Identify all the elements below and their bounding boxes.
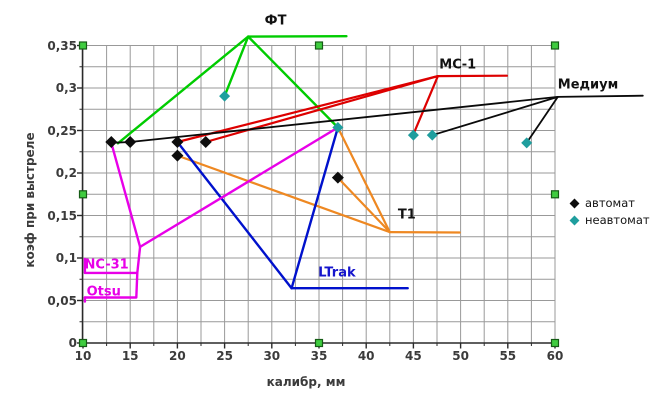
x-tick-label: 45: [405, 349, 422, 363]
series-line-ms1: [412, 74, 439, 136]
legend-label: неавтомат: [585, 212, 650, 227]
data-point-neavtomat: [407, 129, 419, 141]
selection-handle[interactable]: [314, 338, 324, 348]
x-tick-label: 35: [310, 349, 328, 363]
y-tick-label: 0,3: [55, 81, 77, 95]
data-point-avtomat: [105, 135, 118, 148]
series-line-nc31: [110, 141, 142, 249]
series-label-medium: Медиум: [557, 77, 619, 93]
y-tick-label: 0,2: [55, 166, 77, 180]
series-label-ms1: МС-1: [439, 57, 477, 73]
x-axis-title: калибр, мм: [266, 375, 346, 389]
legend-marker-diamond-icon: [569, 198, 580, 209]
y-tick-label: 0: [68, 336, 77, 350]
series-line-medium: [556, 94, 644, 98]
series-label-ltrak: LTrak: [318, 265, 356, 281]
data-point-avtomat: [171, 149, 184, 162]
legend-marker-diamond-icon: [569, 215, 580, 226]
legend-item-neavtomat[interactable]: неавтомат: [569, 212, 650, 229]
data-point-avtomat: [331, 171, 344, 184]
data-point-avtomat: [124, 135, 137, 148]
selection-handle[interactable]: [78, 190, 88, 199]
series-line-ft: [223, 35, 250, 98]
x-tick-label: 25: [216, 349, 233, 363]
series-line-nc31: [138, 126, 340, 249]
x-tick-label: 50: [452, 349, 469, 363]
series-line-t1: [336, 176, 391, 234]
x-tick-label: 55: [499, 349, 517, 363]
x-tick-label: 15: [121, 349, 139, 363]
x-tick-label: 40: [357, 349, 375, 363]
selection-handle[interactable]: [78, 41, 88, 50]
series-label-nc31: NC-31: [84, 257, 129, 273]
series-line-t1: [336, 126, 391, 234]
series-label-otsu: Otsu: [86, 284, 121, 300]
selection-handle[interactable]: [550, 41, 560, 50]
y-tick-label: 0,1: [55, 251, 77, 265]
legend-item-avtomat[interactable]: автомат: [569, 195, 650, 212]
y-tick-label: 0,15: [47, 208, 77, 223]
y-tick-label: 0,05: [47, 293, 77, 308]
series-line-otsu: [83, 271, 139, 299]
x-tick-label: 20: [169, 349, 186, 363]
series-line-ft: [246, 35, 340, 129]
selection-handle[interactable]: [550, 338, 560, 348]
series-label-ft: ФТ: [264, 13, 287, 29]
selection-handle[interactable]: [314, 41, 324, 50]
data-point-neavtomat: [219, 90, 231, 102]
legend-label: автомат: [585, 195, 635, 210]
data-point-avtomat: [199, 135, 212, 148]
series-label-t1: T1: [397, 207, 416, 223]
series-line-ltrak: [176, 140, 293, 290]
data-point-neavtomat: [332, 122, 344, 134]
y-axis-title: коэф при выстреле: [23, 132, 37, 268]
series-line-t1: [176, 154, 391, 234]
series-line-medium: [431, 96, 559, 137]
series-line-ms1: [176, 74, 439, 144]
data-point-neavtomat: [426, 129, 438, 141]
y-tick-label: 0,25: [47, 123, 77, 138]
data-point-avtomat: [171, 135, 184, 148]
selection-handle[interactable]: [550, 190, 560, 199]
x-tick-label: 60: [546, 349, 564, 363]
data-point-neavtomat: [521, 137, 533, 149]
y-tick-label: 0,35: [47, 38, 77, 53]
series-line-ft: [116, 35, 250, 145]
selection-handle[interactable]: [78, 338, 88, 348]
series-line-medium: [525, 96, 559, 144]
legend[interactable]: автомат неавтомат: [569, 195, 650, 229]
series-line-ltrak: [290, 126, 340, 290]
series-line-ms1: [204, 74, 439, 144]
x-tick-label: 10: [74, 349, 92, 363]
x-tick-label: 30: [263, 349, 281, 363]
